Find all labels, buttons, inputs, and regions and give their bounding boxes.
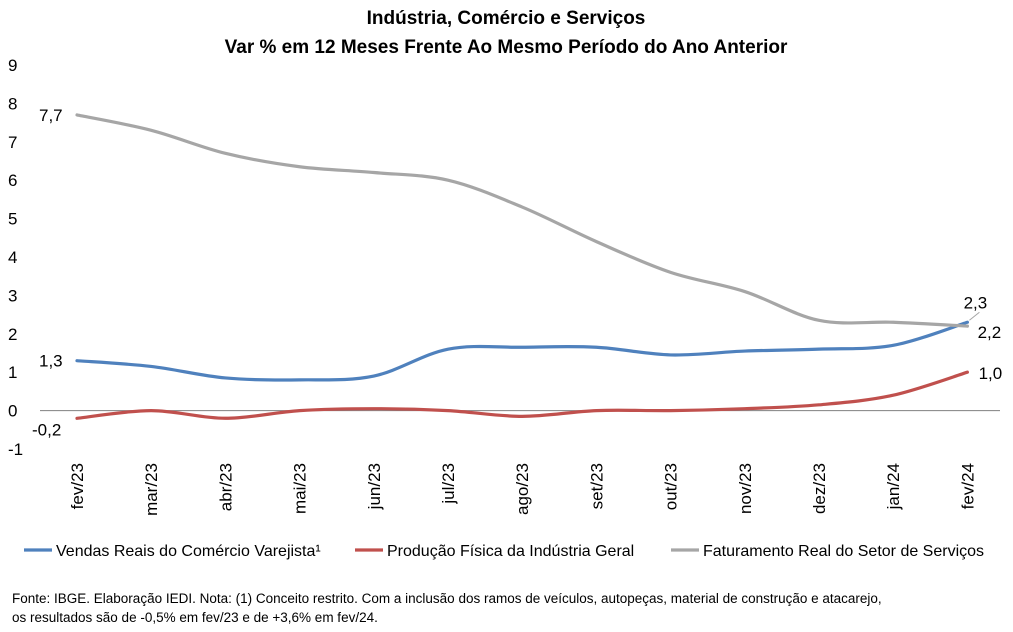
data-label: -0,2 bbox=[32, 420, 61, 439]
y-tick-label: 0 bbox=[8, 402, 17, 421]
y-tick-label: 1 bbox=[8, 363, 17, 382]
y-axis: -1 0 1 2 3 4 5 6 7 8 9 bbox=[8, 56, 23, 459]
chart-subtitle: Var % em 12 Meses Frente Ao Mesmo Períod… bbox=[225, 37, 788, 58]
data-label: 1,0 bbox=[979, 364, 1003, 383]
x-tick-label: mar/23 bbox=[142, 463, 161, 516]
series-group bbox=[75, 113, 969, 420]
source-note-line-1: Fonte: IBGE. Elaboração IEDI. Nota: (1) … bbox=[12, 591, 882, 606]
data-labels: 1,3 -0,2 7,7 2,3 2,2 1,0 bbox=[32, 106, 1002, 439]
x-tick-label: jun/23 bbox=[365, 463, 384, 510]
data-label: 7,7 bbox=[39, 106, 63, 125]
chart-title: Indústria, Comércio e Serviços bbox=[367, 8, 646, 29]
x-tick-label: nov/23 bbox=[736, 463, 755, 514]
x-tick-label: set/23 bbox=[587, 463, 606, 509]
legend-entry: Vendas Reais do Comércio Varejista¹ bbox=[56, 543, 321, 560]
y-tick-label: 5 bbox=[8, 210, 17, 229]
series-varejo-line bbox=[75, 320, 969, 382]
legend-entry: Faturamento Real do Setor de Serviços bbox=[703, 543, 984, 560]
y-tick-label: 9 bbox=[8, 56, 17, 75]
x-axis: fev/23 mar/23 abr/23 mai/23 jun/23 jul/23 ago/… bbox=[68, 463, 977, 516]
label-leader-line bbox=[969, 311, 980, 321]
legend-entry: Produção Física da Indústria Geral bbox=[387, 543, 634, 560]
x-tick-label: jan/24 bbox=[884, 463, 903, 510]
legend: Vendas Reais do Comércio Varejista¹ Produ… bbox=[24, 543, 984, 560]
line-chart: Indústria, Comércio e Serviços Var % em … bbox=[8, 8, 1002, 560]
x-tick-label: dez/23 bbox=[810, 463, 829, 514]
x-tick-label: out/23 bbox=[662, 463, 681, 510]
y-tick-label: 3 bbox=[8, 286, 17, 305]
y-tick-label: 6 bbox=[8, 171, 17, 190]
x-tick-label: mai/23 bbox=[291, 463, 310, 514]
x-tick-label: ago/23 bbox=[513, 463, 532, 515]
y-tick-label: -1 bbox=[8, 440, 23, 459]
y-tick-label: 2 bbox=[8, 325, 17, 344]
data-label: 2,2 bbox=[978, 323, 1002, 342]
y-tick-label: 8 bbox=[8, 94, 17, 113]
x-tick-label: jul/23 bbox=[439, 463, 458, 505]
x-tick-label: abr/23 bbox=[216, 463, 235, 511]
y-tick-label: 7 bbox=[8, 133, 17, 152]
source-note: Fonte: IBGE. Elaboração IEDI. Nota: (1) … bbox=[12, 589, 1002, 627]
x-tick-label: fev/23 bbox=[68, 463, 87, 509]
y-tick-label: 4 bbox=[8, 248, 17, 267]
series-servicos-line bbox=[75, 113, 969, 328]
source-note-line-2: os resultados são de -0,5% em fev/23 e d… bbox=[12, 610, 378, 625]
data-label: 2,3 bbox=[964, 293, 988, 312]
series-industria-line bbox=[75, 370, 969, 420]
data-label: 1,3 bbox=[39, 352, 63, 371]
x-tick-label: fev/24 bbox=[958, 463, 977, 509]
